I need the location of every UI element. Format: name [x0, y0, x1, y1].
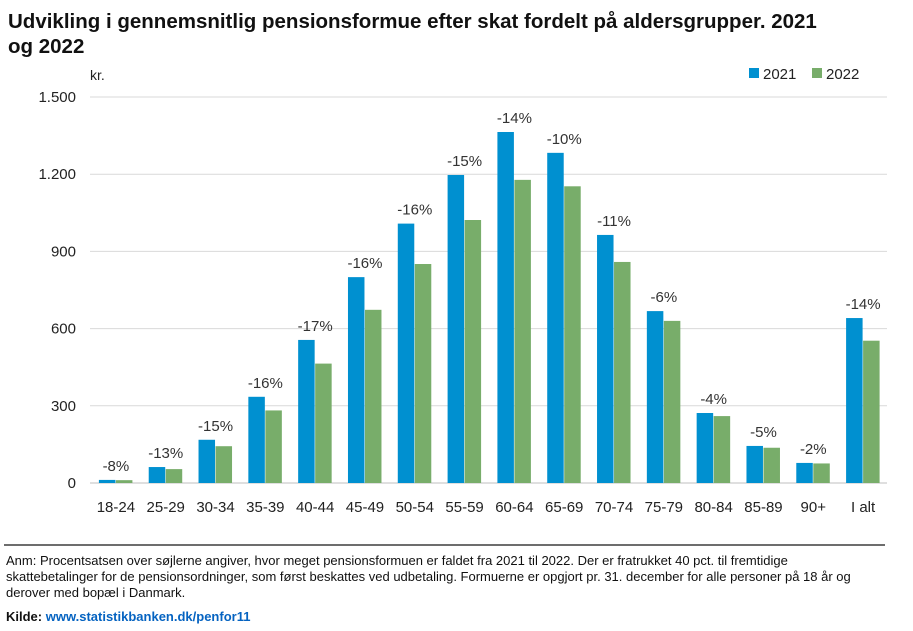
legend-label-2021: 2021 [763, 66, 796, 83]
bar-2021-80-84 [696, 413, 714, 483]
x-tick-label: 18-24 [97, 499, 135, 516]
bar-2022-25-29 [165, 469, 183, 483]
bar-2022-90+ [813, 463, 830, 483]
bar-2021-45-49 [347, 277, 365, 483]
bar-2022-65-69 [564, 186, 581, 483]
bar-2022-85-89 [763, 447, 780, 483]
bar-2021-35-39 [248, 396, 265, 483]
x-tick-label: 65-69 [545, 499, 583, 516]
legend-swatch-2022 [812, 68, 822, 78]
y-axis-label: kr. [90, 67, 105, 83]
source-label: Kilde: [6, 609, 43, 624]
bar-2021-18-24 [98, 479, 116, 483]
change-label: -2% [800, 441, 827, 458]
y-tick-label: 1.500 [38, 89, 76, 106]
x-tick-label: 75-79 [645, 499, 683, 516]
bar-2022-50-54 [414, 264, 432, 483]
x-tick-label: I alt [851, 499, 876, 516]
y-tick-label: 600 [51, 321, 76, 338]
change-label: -16% [248, 375, 283, 392]
legend-label-2022: 2022 [826, 66, 859, 83]
bar-2022-I alt [863, 340, 880, 483]
change-label: -14% [846, 296, 881, 313]
bar-2021-25-29 [148, 467, 166, 483]
change-label: -16% [397, 202, 432, 219]
bar-2021-I alt [846, 318, 863, 483]
bar-2021-55-59 [447, 174, 465, 484]
source-link[interactable]: www.statistikbanken.dk/penfor11 [45, 609, 251, 624]
source-line: Kilde: www.statistikbanken.dk/penfor11 [6, 609, 250, 624]
bar-chart: 0 300 600 900 1.200 1.500 kr. -8% 18-24 -13% 25-29… [38, 66, 887, 516]
change-label: -6% [651, 289, 678, 306]
bar-2021-30-34 [198, 439, 216, 483]
bar-2021-75-79 [646, 311, 664, 483]
change-label: -15% [447, 153, 482, 170]
bar-2022-18-24 [115, 480, 133, 483]
bar-2022-30-34 [215, 446, 233, 483]
x-tick-label: 50-54 [396, 499, 434, 516]
x-tick-label: 30-34 [196, 499, 234, 516]
change-label: -17% [298, 318, 333, 335]
bar-2022-80-84 [713, 416, 731, 483]
x-tick-label: 70-74 [595, 499, 633, 516]
change-label: -11% [597, 213, 631, 230]
x-tick-label: 45-49 [346, 499, 384, 516]
chart-title: Udvikling i gennemsnitlig pensionsformue… [8, 10, 817, 58]
bar-2021-60-64 [497, 131, 514, 484]
x-tick-label: 35-39 [246, 499, 284, 516]
bar-2022-45-49 [364, 309, 382, 483]
x-tick-label: 85-89 [744, 499, 782, 516]
change-label: -16% [347, 255, 382, 272]
change-label: -8% [103, 458, 130, 475]
x-tick-label: 40-44 [296, 499, 334, 516]
x-tick-label: 25-29 [147, 499, 185, 516]
bar-2022-35-39 [265, 410, 282, 483]
bar-2021-85-89 [746, 445, 763, 483]
y-tick-label: 0 [68, 475, 76, 492]
x-tick-label: 90+ [801, 499, 827, 516]
bar-2021-65-69 [547, 152, 564, 483]
bar-2022-75-79 [663, 320, 681, 483]
x-tick-label: 80-84 [694, 499, 732, 516]
bar-2021-70-74 [597, 234, 614, 483]
change-label: -4% [700, 391, 727, 408]
bar-2022-40-44 [315, 363, 332, 483]
x-tick-label: 55-59 [445, 499, 483, 516]
change-label: -13% [148, 445, 183, 462]
change-label: -15% [198, 418, 233, 435]
bar-2022-55-59 [464, 220, 482, 483]
footnote: Anm: Procentsatsen over søjlerne angiver… [6, 553, 851, 600]
bar-2021-40-44 [298, 339, 315, 483]
y-tick-label: 900 [51, 243, 76, 260]
x-tick-label: 60-64 [495, 499, 533, 516]
bar-2021-50-54 [397, 223, 415, 483]
y-tick-label: 300 [51, 398, 76, 415]
change-label: -14% [497, 110, 532, 127]
legend-swatch-2021 [749, 68, 759, 78]
change-label: -5% [750, 424, 777, 441]
footnote-divider [4, 544, 885, 546]
y-tick-label: 1.200 [38, 166, 76, 183]
bar-2022-70-74 [614, 261, 631, 483]
bar-2021-90+ [796, 462, 813, 483]
bar-2022-60-64 [514, 179, 531, 483]
change-label: -10% [547, 131, 582, 148]
